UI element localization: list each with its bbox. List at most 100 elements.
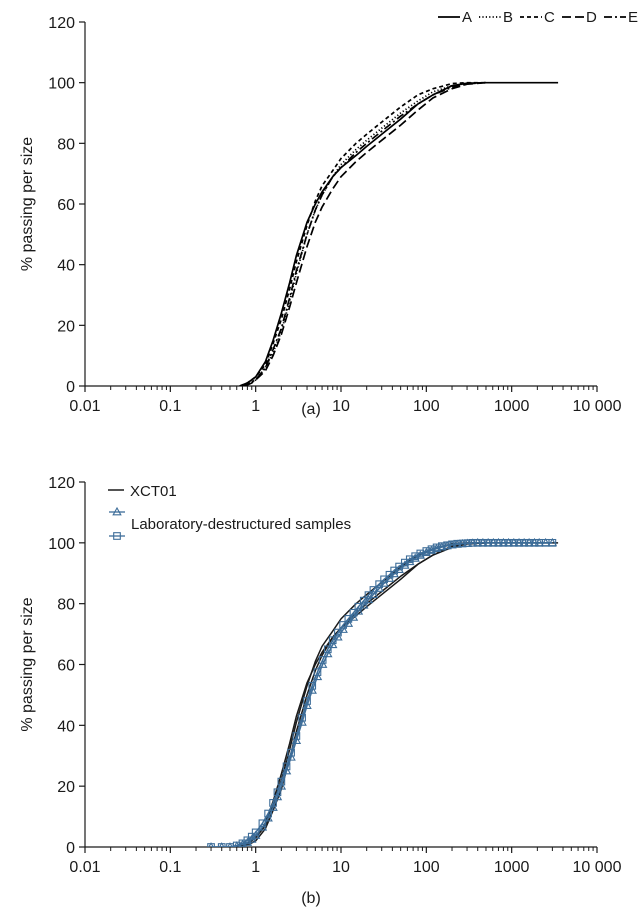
- series-laboratory-destructured-samples: [207, 538, 557, 847]
- x-tick-label: 10 000: [573, 398, 622, 415]
- data-point-square: [458, 539, 467, 548]
- chart-panel-a: 0 20 40 60 80 100 120 0.01 0.1 1 10 100 1000 10 000 % …: [19, 9, 638, 418]
- data-point-square: [334, 628, 342, 637]
- y-tick-label: 80: [57, 597, 75, 614]
- data-point-square: [226, 843, 234, 847]
- data-point-square: [422, 547, 431, 555]
- x-tick-label: 10: [332, 859, 350, 876]
- data-point-square: [432, 543, 441, 552]
- data-point-square: [364, 591, 373, 599]
- y-tick-label: 60: [57, 658, 75, 675]
- data-point-square: [292, 732, 301, 740]
- series-line: [242, 81, 487, 386]
- data-point-square: [380, 575, 388, 584]
- data-point-square: [339, 621, 348, 629]
- chart-panel-b: 0 20 40 60 80 100 120 0.01 0.1 1 10 100 1000 10 000 % …: [19, 475, 622, 907]
- data-point-square: [258, 819, 267, 828]
- series-laboratory-destructured-samples: [208, 537, 558, 847]
- x-tick-label: 100: [413, 398, 440, 415]
- data-point-square: [448, 540, 456, 549]
- x-tick-label: 10 000: [573, 859, 622, 876]
- series-b: [242, 81, 487, 386]
- data-point-square: [520, 538, 528, 547]
- data-point-square: [443, 541, 451, 550]
- data-point-square: [251, 828, 260, 837]
- data-point-square: [494, 538, 503, 547]
- data-point-square: [375, 580, 384, 589]
- data-point-square: [359, 596, 368, 605]
- data-point-square: [313, 668, 322, 676]
- data-point-square: [303, 697, 311, 705]
- y-tick-label: 80: [57, 136, 75, 153]
- data-point-square: [369, 586, 378, 594]
- y-tick-label: 40: [57, 258, 75, 275]
- y-tick-label: 120: [48, 15, 75, 32]
- data-point-square: [427, 545, 436, 554]
- data-point-square: [548, 538, 557, 547]
- data-point-square: [390, 566, 399, 575]
- series-e: [242, 81, 487, 386]
- data-point-square: [479, 538, 487, 547]
- legend: A B C D E: [438, 9, 638, 26]
- x-tick-label: 0.1: [159, 398, 181, 415]
- series-c: [239, 81, 486, 386]
- data-point-square: [525, 538, 533, 547]
- legend-label-b: B: [503, 9, 513, 26]
- data-point-square: [515, 538, 523, 547]
- y-axis-title: % passing per size: [19, 137, 36, 271]
- x-tick-label: 100: [413, 859, 440, 876]
- x-tick-label: 1000: [494, 859, 530, 876]
- data-point-square: [416, 549, 425, 558]
- y-tick-label: 100: [48, 536, 75, 553]
- data-point-square: [354, 602, 363, 611]
- legend-label-xct01: XCT01: [130, 483, 177, 500]
- data-point-square: [349, 608, 358, 617]
- data-point-square: [499, 538, 508, 547]
- panel-label: (b): [301, 890, 321, 907]
- y-tick-label: 0: [66, 379, 75, 396]
- y-tick-label: 0: [66, 840, 75, 857]
- data-point-square: [282, 762, 291, 771]
- data-point-square: [385, 570, 394, 579]
- legend: XCT01 Laboratory-destructured samples: [108, 483, 351, 540]
- data-point-square: [453, 539, 462, 548]
- plot-area: [239, 81, 559, 386]
- data-point-square: [530, 538, 539, 547]
- data-point-square: [395, 562, 403, 571]
- series-line: [239, 81, 559, 386]
- data-point-square: [473, 538, 482, 547]
- x-tick-label: 10: [332, 398, 350, 415]
- series-line: [242, 542, 487, 847]
- data-point-square: [269, 799, 277, 807]
- series-line: [242, 81, 487, 386]
- legend-label-laboratory: Laboratory-destructured samples: [131, 516, 351, 533]
- data-point-square: [318, 656, 327, 664]
- data-point-square: [468, 538, 477, 547]
- x-tick-label: 0.1: [159, 859, 181, 876]
- x-tick-label: 1: [251, 398, 260, 415]
- data-point-square: [232, 841, 241, 847]
- data-point-square: [504, 538, 513, 547]
- data-point-square: [298, 713, 306, 722]
- data-point-square: [207, 843, 215, 847]
- series-line: [244, 81, 487, 386]
- data-point-square: [509, 538, 518, 547]
- y-tick-label: 100: [48, 76, 75, 93]
- legend-label-d: D: [586, 9, 597, 26]
- x-tick-label: 0.01: [69, 859, 100, 876]
- series-a: [239, 81, 559, 386]
- data-point-square: [489, 538, 498, 547]
- y-tick-label: 60: [57, 197, 75, 214]
- y-tick-label: 40: [57, 718, 75, 735]
- data-point-square: [247, 832, 256, 841]
- legend-label-e: E: [628, 9, 638, 26]
- x-tick-label: 1000: [494, 398, 530, 415]
- data-point-square: [463, 539, 472, 547]
- data-point-square: [344, 615, 353, 623]
- series-xct01: [239, 542, 559, 847]
- data-point-square: [323, 645, 332, 654]
- y-tick-label: 20: [57, 779, 75, 796]
- data-point-square: [273, 788, 282, 797]
- data-point-square: [217, 843, 226, 847]
